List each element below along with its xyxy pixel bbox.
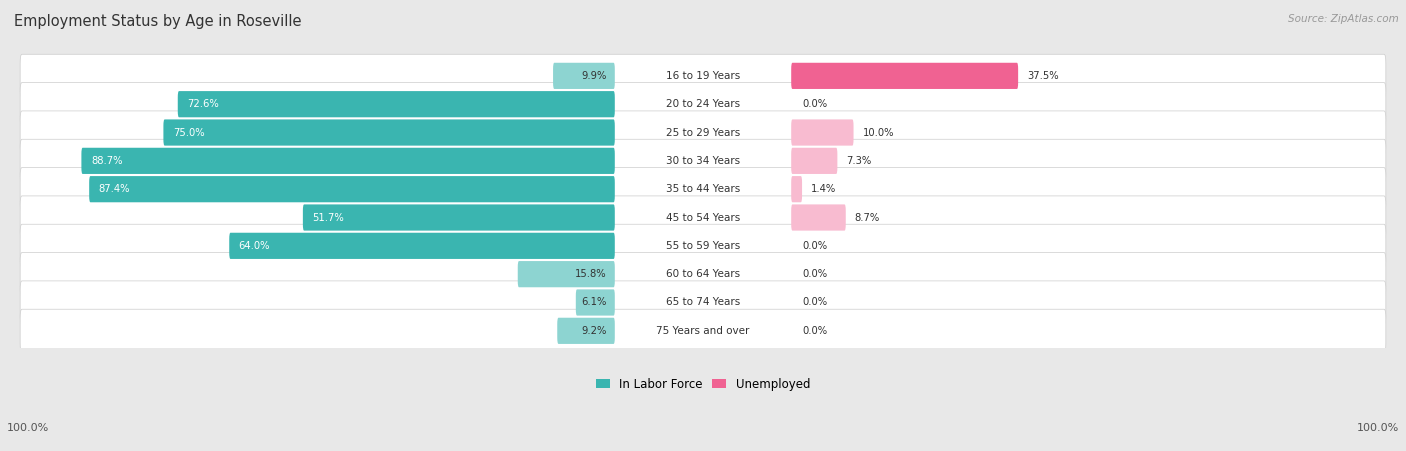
Text: 25 to 29 Years: 25 to 29 Years [666, 128, 740, 138]
FancyBboxPatch shape [792, 176, 801, 202]
Text: Source: ZipAtlas.com: Source: ZipAtlas.com [1288, 14, 1399, 23]
FancyBboxPatch shape [20, 224, 1386, 267]
Text: 55 to 59 Years: 55 to 59 Years [666, 241, 740, 251]
Text: 65 to 74 Years: 65 to 74 Years [666, 298, 740, 308]
Text: Employment Status by Age in Roseville: Employment Status by Age in Roseville [14, 14, 301, 28]
Text: 0.0%: 0.0% [803, 241, 828, 251]
Text: 100.0%: 100.0% [7, 423, 49, 433]
FancyBboxPatch shape [20, 54, 1386, 97]
Text: 0.0%: 0.0% [803, 326, 828, 336]
FancyBboxPatch shape [177, 91, 614, 117]
Text: 64.0%: 64.0% [239, 241, 270, 251]
FancyBboxPatch shape [792, 148, 838, 174]
FancyBboxPatch shape [20, 139, 1386, 183]
Text: 8.7%: 8.7% [855, 212, 880, 222]
Text: 45 to 54 Years: 45 to 54 Years [666, 212, 740, 222]
FancyBboxPatch shape [20, 309, 1386, 352]
FancyBboxPatch shape [517, 261, 614, 287]
Text: 60 to 64 Years: 60 to 64 Years [666, 269, 740, 279]
Text: 75 Years and over: 75 Years and over [657, 326, 749, 336]
Legend: In Labor Force, Unemployed: In Labor Force, Unemployed [591, 373, 815, 396]
FancyBboxPatch shape [20, 281, 1386, 324]
Text: 75.0%: 75.0% [173, 128, 204, 138]
Text: 30 to 34 Years: 30 to 34 Years [666, 156, 740, 166]
FancyBboxPatch shape [229, 233, 614, 259]
FancyBboxPatch shape [557, 318, 614, 344]
FancyBboxPatch shape [792, 204, 846, 230]
Text: 1.4%: 1.4% [811, 184, 837, 194]
FancyBboxPatch shape [302, 204, 614, 230]
Text: 9.2%: 9.2% [581, 326, 606, 336]
Text: 16 to 19 Years: 16 to 19 Years [666, 71, 740, 81]
FancyBboxPatch shape [792, 63, 1018, 89]
Text: 0.0%: 0.0% [803, 269, 828, 279]
FancyBboxPatch shape [82, 148, 614, 174]
Text: 20 to 24 Years: 20 to 24 Years [666, 99, 740, 109]
Text: 0.0%: 0.0% [803, 99, 828, 109]
FancyBboxPatch shape [20, 83, 1386, 126]
FancyBboxPatch shape [163, 120, 614, 146]
Text: 35 to 44 Years: 35 to 44 Years [666, 184, 740, 194]
Text: 51.7%: 51.7% [312, 212, 344, 222]
Text: 100.0%: 100.0% [1357, 423, 1399, 433]
Text: 87.4%: 87.4% [98, 184, 131, 194]
Text: 10.0%: 10.0% [863, 128, 894, 138]
Text: 6.1%: 6.1% [581, 298, 606, 308]
Text: 72.6%: 72.6% [187, 99, 219, 109]
Text: 37.5%: 37.5% [1028, 71, 1059, 81]
FancyBboxPatch shape [20, 196, 1386, 239]
FancyBboxPatch shape [20, 168, 1386, 211]
Text: 0.0%: 0.0% [803, 298, 828, 308]
Text: 15.8%: 15.8% [575, 269, 606, 279]
FancyBboxPatch shape [576, 290, 614, 316]
FancyBboxPatch shape [553, 63, 614, 89]
Text: 88.7%: 88.7% [91, 156, 122, 166]
FancyBboxPatch shape [89, 176, 614, 202]
Text: 9.9%: 9.9% [581, 71, 606, 81]
Text: 7.3%: 7.3% [846, 156, 872, 166]
FancyBboxPatch shape [20, 111, 1386, 154]
FancyBboxPatch shape [20, 253, 1386, 296]
FancyBboxPatch shape [792, 120, 853, 146]
